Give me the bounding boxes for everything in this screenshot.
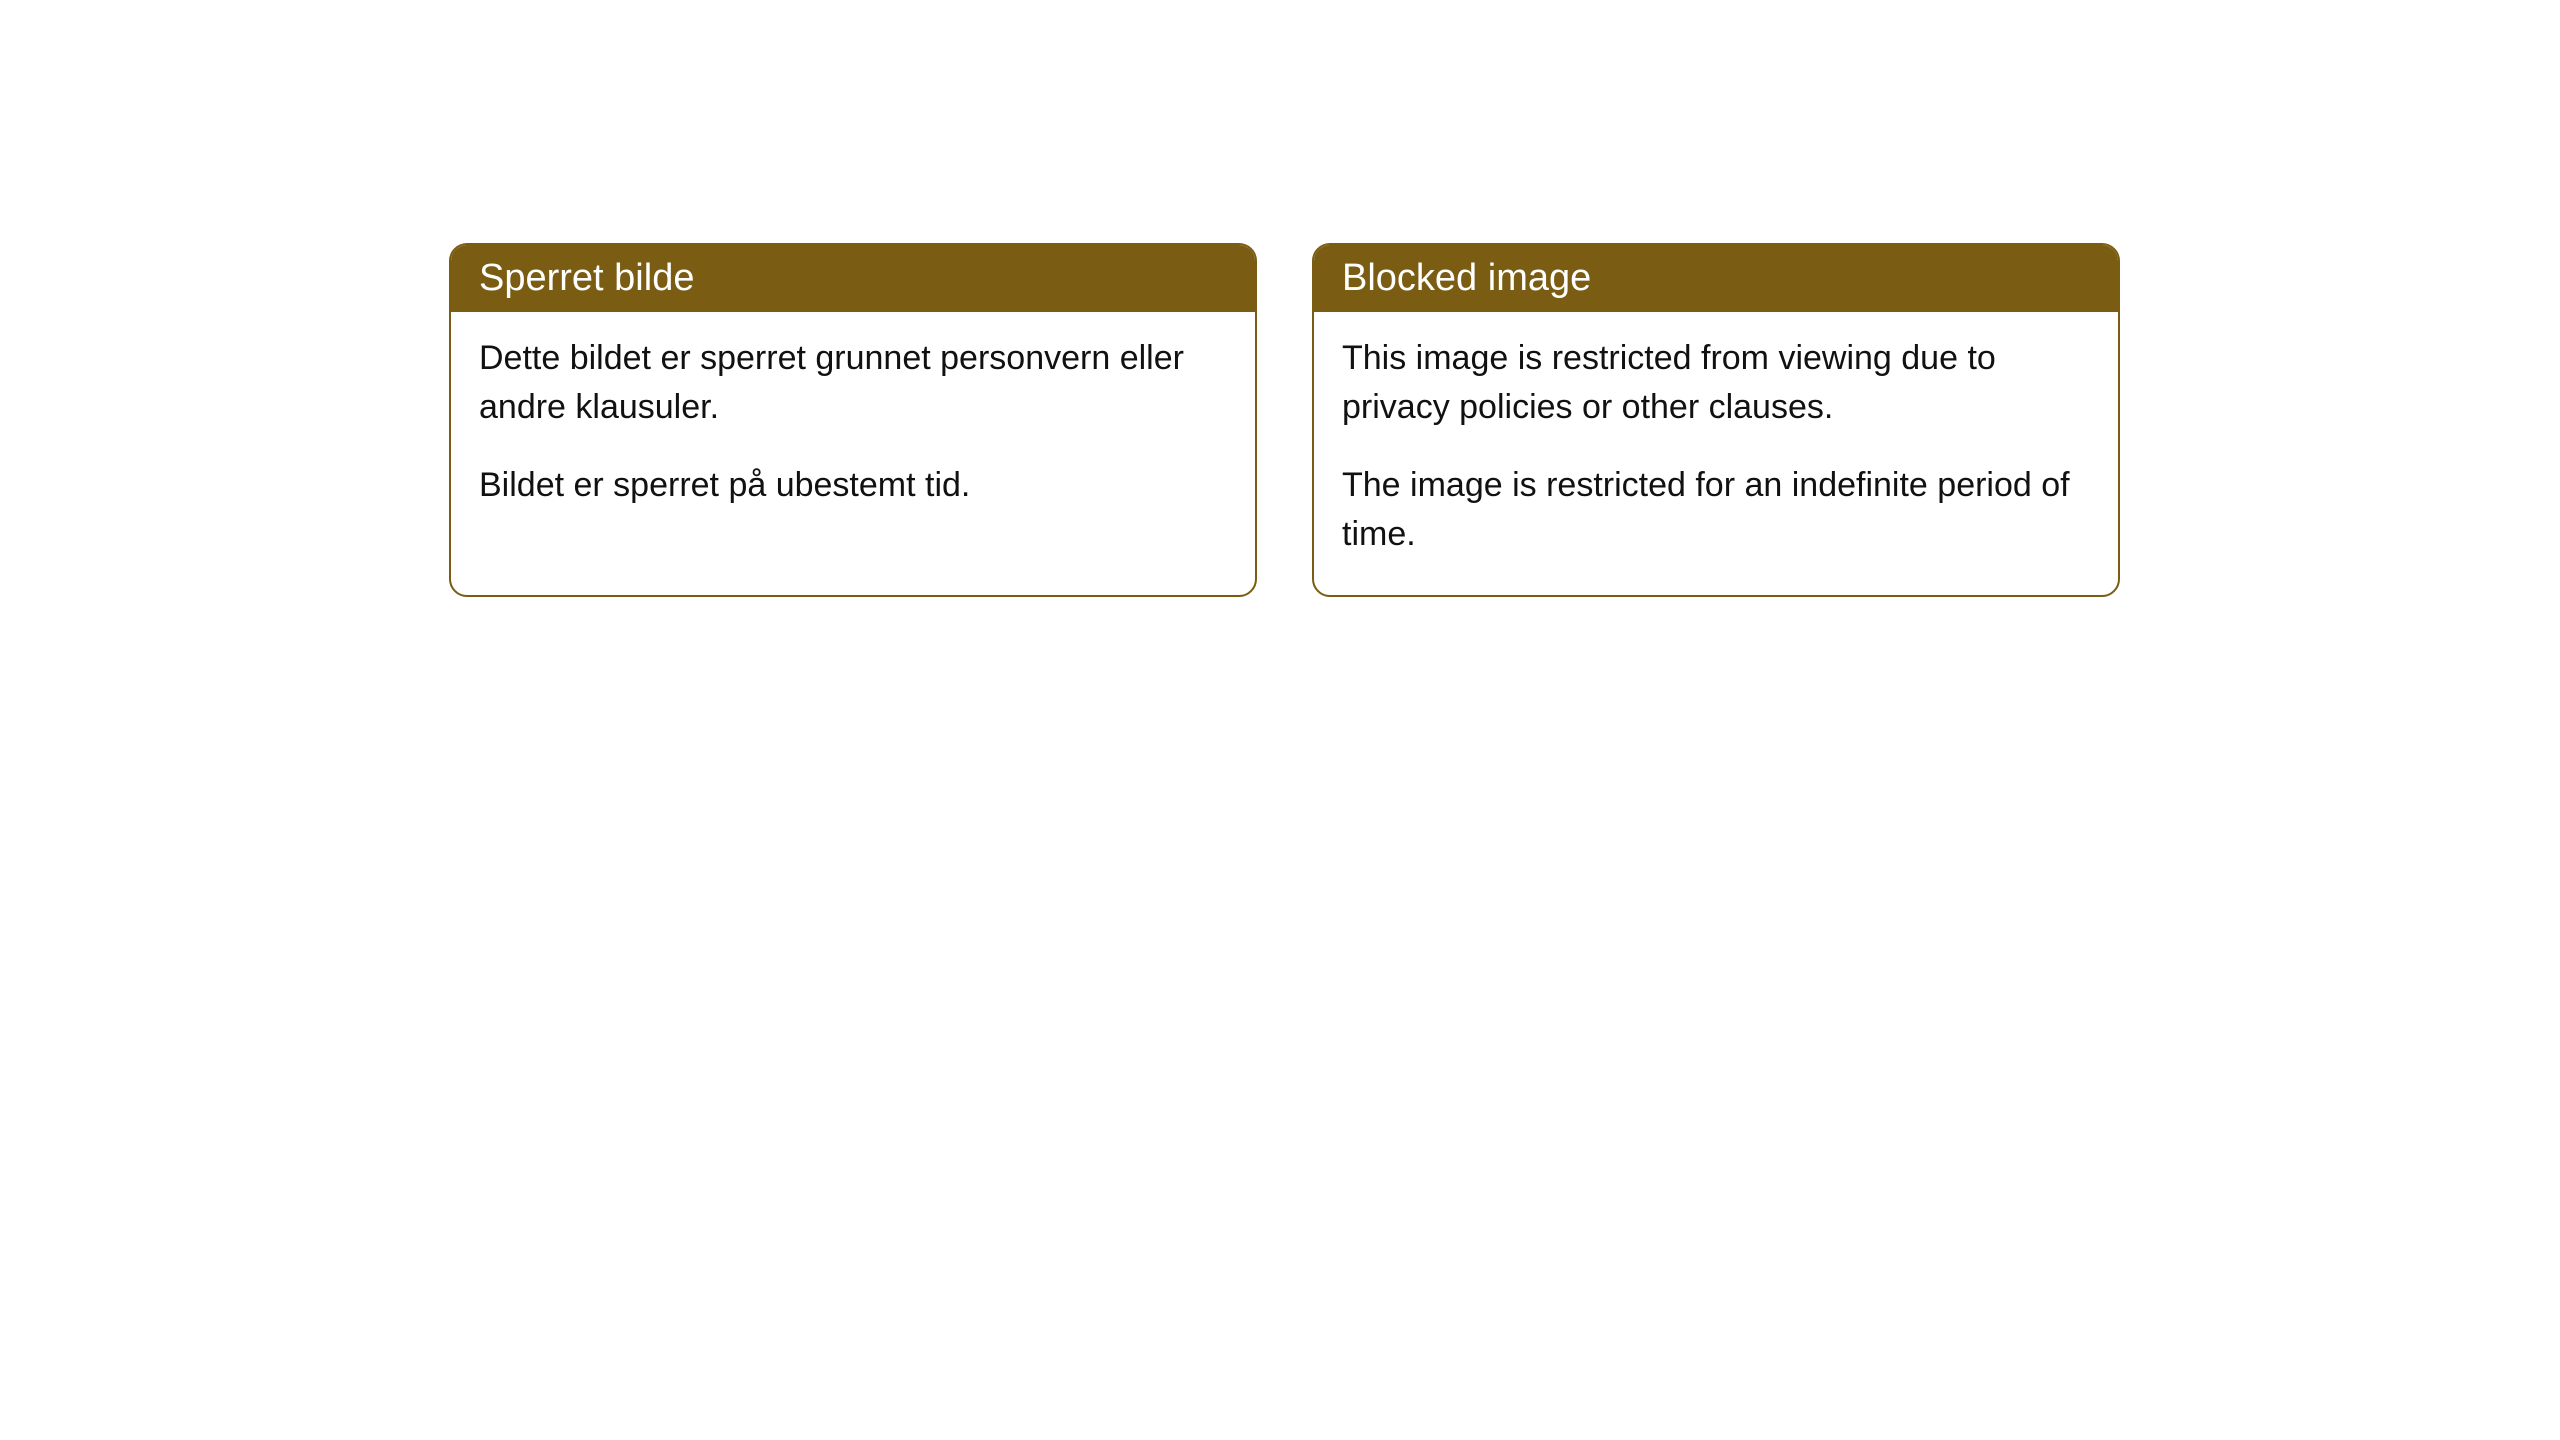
card-paragraph-no-1: Dette bildet er sperret grunnet personve… xyxy=(479,334,1227,433)
card-header-en: Blocked image xyxy=(1314,245,2118,312)
card-paragraph-en-2: The image is restricted for an indefinit… xyxy=(1342,461,2090,560)
card-paragraph-no-2: Bildet er sperret på ubestemt tid. xyxy=(479,461,1227,510)
card-title-en: Blocked image xyxy=(1342,257,1591,299)
card-body-en: This image is restricted from viewing du… xyxy=(1314,312,2118,595)
card-header-no: Sperret bilde xyxy=(451,245,1255,312)
blocked-image-card-no: Sperret bilde Dette bildet er sperret gr… xyxy=(449,243,1257,597)
blocked-image-card-en: Blocked image This image is restricted f… xyxy=(1312,243,2120,597)
card-body-no: Dette bildet er sperret grunnet personve… xyxy=(451,312,1255,546)
card-title-no: Sperret bilde xyxy=(479,257,694,299)
notice-cards-container: Sperret bilde Dette bildet er sperret gr… xyxy=(449,243,2120,597)
card-paragraph-en-1: This image is restricted from viewing du… xyxy=(1342,334,2090,433)
